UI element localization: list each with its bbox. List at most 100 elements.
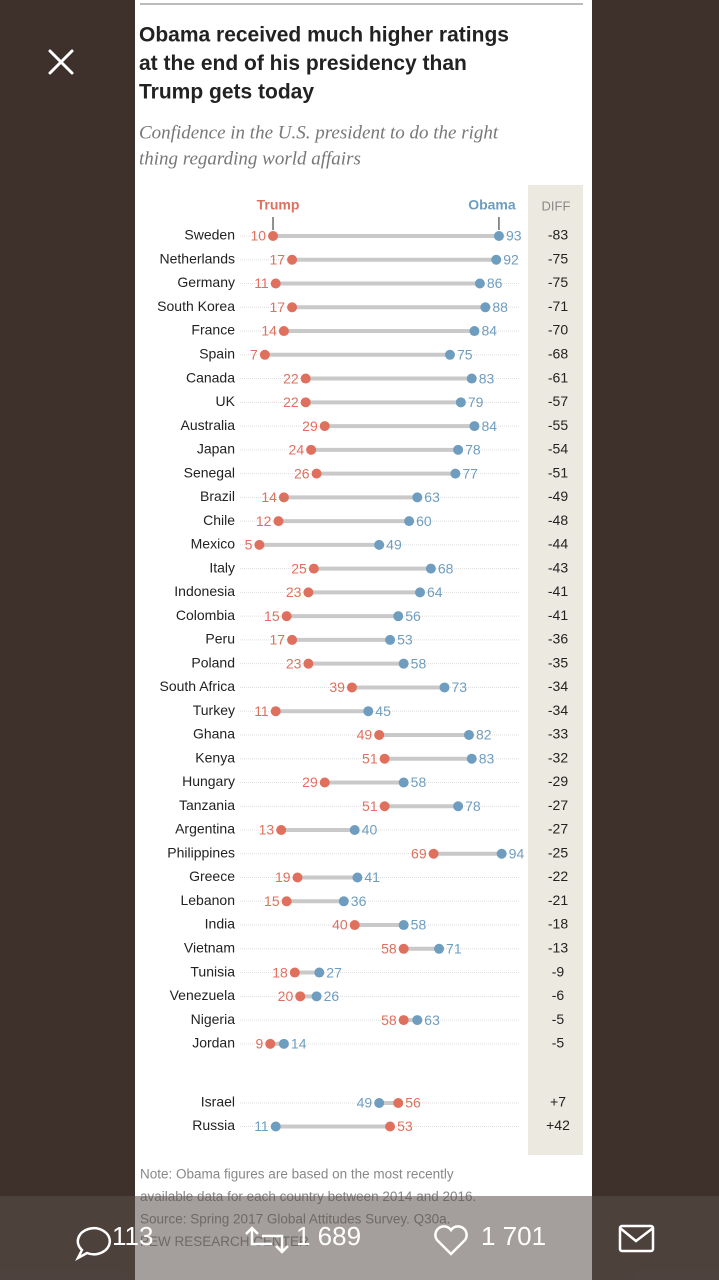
country-label: Colombia	[176, 607, 235, 623]
dot	[393, 1098, 404, 1108]
dot	[349, 920, 360, 931]
dot	[469, 326, 480, 337]
dot	[363, 706, 374, 717]
mail-icon[interactable]	[618, 1224, 655, 1253]
value-label: 51	[362, 798, 378, 814]
dot	[276, 825, 287, 835]
dot	[480, 302, 491, 313]
diff-header: DIFF	[542, 198, 571, 213]
value-label: 75	[457, 347, 473, 363]
value-label: 69	[411, 845, 427, 861]
diff-value: -5	[552, 1035, 565, 1051]
value-label: 64	[427, 584, 443, 600]
dot	[398, 920, 409, 931]
dot	[496, 848, 507, 859]
value-label: 41	[364, 869, 380, 885]
value-label: 22	[283, 394, 299, 410]
dot	[379, 753, 390, 764]
retweet-icon[interactable]	[245, 1226, 289, 1254]
value-label: 20	[278, 988, 294, 1004]
close-button[interactable]	[48, 49, 74, 75]
country-label: Kenya	[195, 749, 235, 765]
country-label: France	[191, 322, 235, 338]
diff-value: -57	[548, 393, 568, 409]
diff-value: -48	[548, 512, 568, 528]
country-label: Venezuela	[170, 987, 236, 1003]
dot	[314, 967, 325, 978]
diff-value: -36	[548, 631, 568, 647]
value-label: 56	[405, 608, 421, 624]
action-bar	[0, 1196, 719, 1280]
diff-value: -41	[548, 607, 568, 623]
dot	[278, 492, 289, 503]
diff-value: -68	[548, 346, 568, 362]
value-label: 14	[261, 323, 277, 339]
value-label: 14	[291, 1036, 307, 1052]
dot	[303, 658, 314, 669]
value-label: 58	[381, 1012, 397, 1028]
value-label: 11	[254, 275, 269, 291]
dot	[450, 468, 461, 479]
dot	[415, 587, 426, 598]
dot	[281, 611, 292, 622]
value-label: 73	[452, 679, 468, 695]
diff-value: -54	[548, 441, 568, 457]
dot	[281, 896, 292, 907]
dot	[300, 397, 311, 408]
country-label: Israel	[201, 1094, 235, 1110]
dot	[439, 682, 450, 693]
value-label: 49	[386, 537, 402, 553]
value-label: 53	[397, 632, 413, 648]
dot	[474, 278, 485, 289]
reply-icon[interactable]	[75, 1227, 112, 1262]
diff-value: -33	[548, 726, 568, 742]
value-label: 51	[362, 750, 378, 766]
country-label: Tanzania	[179, 797, 235, 813]
diff-value: -75	[548, 250, 568, 266]
like-icon[interactable]	[434, 1225, 468, 1256]
value-label: 49	[357, 727, 373, 743]
dot	[453, 444, 464, 455]
value-label: 12	[256, 513, 272, 529]
dot	[265, 1038, 276, 1049]
value-label: 58	[411, 917, 427, 933]
diff-value: -75	[548, 274, 568, 290]
dot	[338, 896, 349, 907]
country-label: Jordan	[192, 1035, 235, 1051]
value-label: 82	[476, 727, 492, 743]
dot	[469, 421, 480, 432]
dot	[428, 848, 439, 859]
value-label: 15	[264, 608, 280, 624]
chart-title: Trump gets today	[139, 81, 314, 104]
value-label: 83	[479, 750, 495, 766]
value-label: 19	[275, 869, 291, 885]
dot	[464, 729, 475, 740]
value-label: 17	[269, 251, 285, 267]
dot	[412, 1015, 423, 1026]
dot	[270, 278, 281, 289]
dot	[466, 373, 477, 384]
dot	[259, 349, 270, 360]
value-label: 7	[250, 347, 258, 363]
value-label: 15	[264, 893, 280, 909]
diff-value: -5	[552, 1011, 565, 1027]
dot	[393, 611, 404, 622]
chart-subtitle: thing regarding world affairs	[139, 148, 361, 169]
country-label: Australia	[181, 417, 236, 433]
value-label: 14	[261, 489, 277, 505]
country-label: Philippines	[167, 844, 235, 860]
dot	[379, 801, 390, 812]
country-label: Germany	[177, 274, 235, 290]
dot	[374, 729, 385, 740]
dot	[295, 991, 306, 1002]
value-label: 94	[509, 845, 525, 861]
dot	[491, 254, 502, 265]
legend-label: Trump	[257, 197, 300, 213]
country-label: Mexico	[191, 536, 236, 552]
value-label: 29	[302, 418, 318, 434]
dot	[349, 825, 360, 835]
dot	[268, 231, 279, 241]
value-label: 86	[487, 275, 503, 291]
diff-column	[528, 185, 583, 1155]
diff-value: -44	[548, 536, 568, 552]
